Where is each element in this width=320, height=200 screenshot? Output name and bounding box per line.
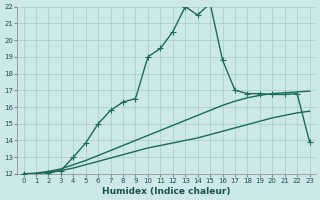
X-axis label: Humidex (Indice chaleur): Humidex (Indice chaleur): [102, 187, 231, 196]
